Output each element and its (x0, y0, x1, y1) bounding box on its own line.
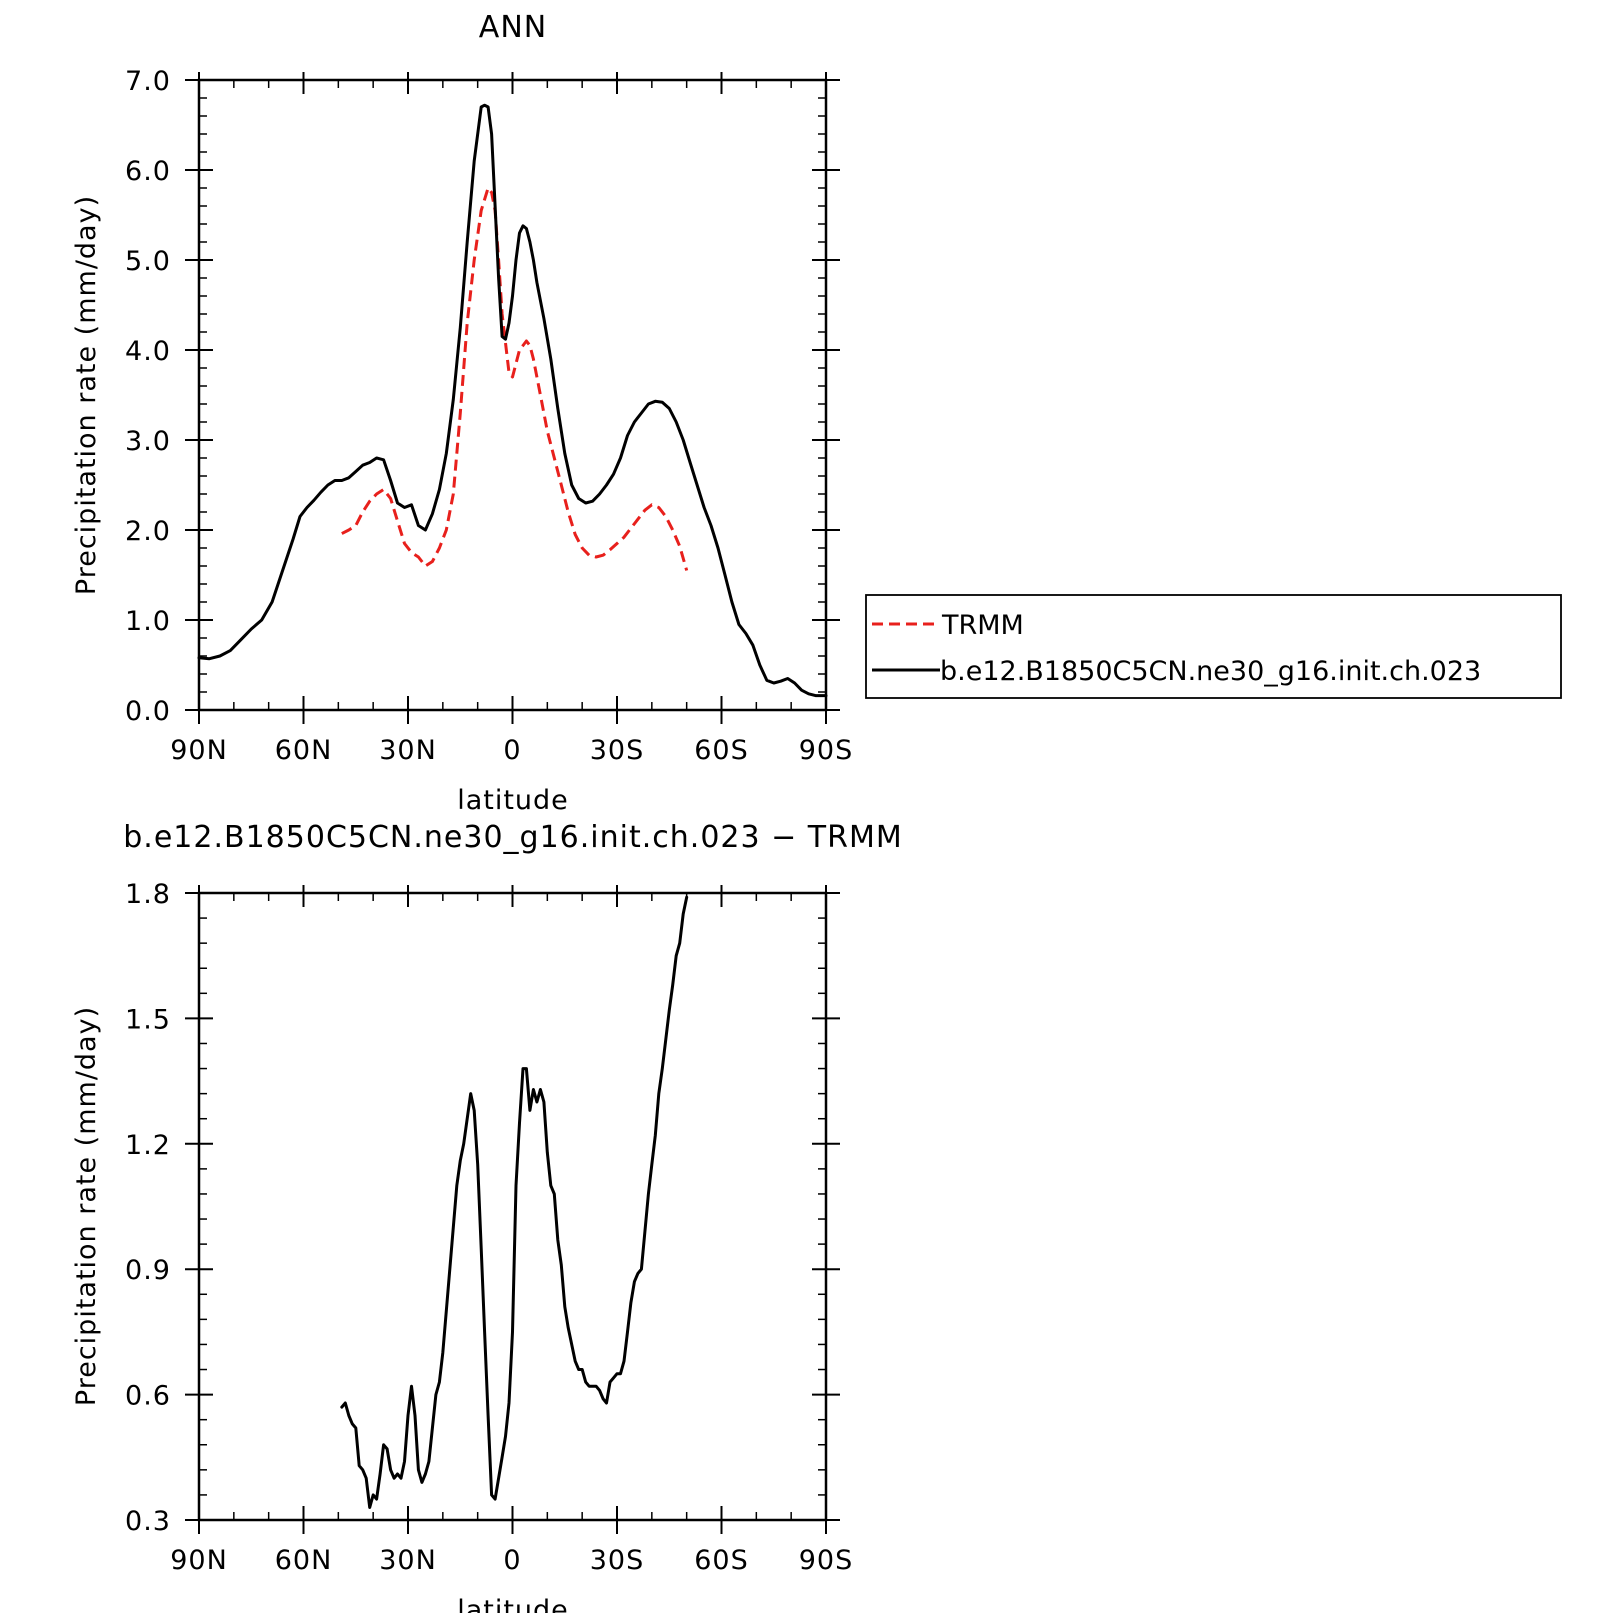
x-tick-label: 60N (275, 1545, 333, 1576)
y-tick-label: 1.5 (125, 1004, 171, 1035)
top-chart-major-ticks (185, 72, 840, 724)
x-tick-label: 90S (799, 1545, 854, 1576)
x-tick-label: 90S (799, 735, 854, 766)
bottom-chart-major-ticks (185, 885, 840, 1534)
legend-label-model: b.e12.B1850C5CN.ne30_g16.init.ch.023 (940, 656, 1481, 687)
difference-series-line (340, 895, 689, 1509)
y-tick-label: 0.9 (125, 1255, 171, 1286)
legend-box (865, 594, 1562, 699)
top-chart-title: ANN (479, 10, 547, 45)
bottom-chart-y-tick-labels: 0.3 0.6 0.9 1.2 1.5 1.8 (125, 879, 171, 1537)
x-tick-label: 30N (379, 735, 437, 766)
bottom-chart-minor-ticks (199, 893, 826, 1520)
y-tick-label: 2.0 (125, 516, 171, 547)
y-tick-label: 0.6 (125, 1381, 171, 1412)
top-chart-legend: TRMM b.e12.B1850C5CN.ne30_g16.init.ch.02… (865, 594, 1562, 699)
bottom-chart-x-axis-title: latitude (457, 1595, 569, 1613)
top-chart-y-axis-title: Precipitation rate (mm/day) (71, 195, 102, 595)
y-tick-label: 1.8 (125, 879, 171, 910)
bottom-chart: b.e12.B1850C5CN.ne30_g16.init.ch.023 − T… (71, 820, 902, 1618)
bottom-chart-frame (197, 891, 828, 1522)
bottom-chart-x-tick-labels: 90N 60N 30N 0 30S 60S 90S (170, 1545, 854, 1576)
top-chart-minor-ticks (199, 80, 826, 710)
bottom-chart-y-axis-title: Precipitation rate (mm/day) (71, 1006, 102, 1406)
top-chart-frame (197, 78, 828, 712)
x-tick-label: 60N (275, 735, 333, 766)
y-tick-label: 4.0 (125, 336, 171, 367)
y-tick-label: 1.0 (125, 606, 171, 637)
x-tick-label: 90N (170, 1545, 228, 1576)
bottom-chart-title: b.e12.B1850C5CN.ne30_g16.init.ch.023 − T… (123, 820, 902, 855)
y-tick-label: 7.0 (125, 66, 171, 97)
top-chart-x-tick-labels: 90N 60N 30N 0 30S 60S 90S (170, 735, 854, 766)
y-tick-label: 0.3 (125, 1506, 171, 1537)
y-tick-label: 0.0 (125, 696, 171, 727)
x-tick-label: 60S (694, 735, 749, 766)
x-tick-label: 90N (170, 735, 228, 766)
model-series-line (197, 103, 828, 698)
bottom-chart-series (340, 895, 689, 1509)
legend-label-trmm: TRMM (941, 610, 1024, 641)
y-tick-label: 1.2 (125, 1130, 171, 1161)
top-chart-x-axis-title: latitude (457, 785, 569, 816)
x-tick-label: 0 (503, 735, 521, 766)
top-chart-series (197, 103, 828, 698)
y-tick-label: 5.0 (125, 246, 171, 277)
x-tick-label: 0 (503, 1545, 521, 1576)
y-tick-label: 6.0 (125, 156, 171, 187)
y-tick-label: 3.0 (125, 426, 171, 457)
top-chart-y-tick-labels: 0.0 1.0 2.0 3.0 4.0 5.0 6.0 7.0 (125, 66, 171, 727)
x-tick-label: 60S (694, 1545, 749, 1576)
x-tick-label: 30S (590, 735, 645, 766)
trmm-series-line (341, 186, 689, 571)
x-tick-label: 30N (379, 1545, 437, 1576)
top-chart: ANN 0.0 1.0 2.0 3.0 4.0 5.0 6.0 7.0 90N 60N 30N 0 3… (71, 10, 854, 816)
x-tick-label: 30S (590, 1545, 645, 1576)
